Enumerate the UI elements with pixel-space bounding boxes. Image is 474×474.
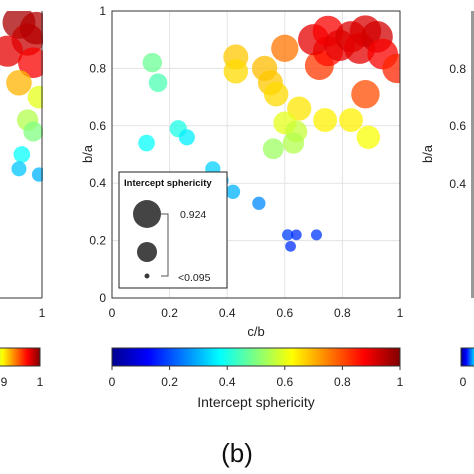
colorbar-tick-label: 0.4 (219, 375, 236, 389)
data-point (252, 196, 266, 210)
size-legend-medium-marker (137, 242, 157, 262)
data-point (313, 108, 338, 133)
size-legend-large-marker (133, 200, 161, 228)
colorbar-tick-label: 0.6 (276, 375, 293, 389)
data-point (282, 132, 305, 154)
x-tick-label: 1 (397, 306, 404, 320)
left-panel-fragment: 1 9 1 (0, 11, 46, 389)
x-tick-label: 0.6 (276, 306, 293, 320)
data-point (351, 80, 380, 109)
size-legend-small-marker (144, 273, 150, 279)
left-data-point (31, 167, 43, 182)
size-legend-bracket (161, 213, 169, 277)
right-y-tick-label: 0.8 (449, 62, 466, 76)
x-tick-label: 0 (109, 306, 116, 320)
data-point (271, 34, 299, 62)
left-data-point (13, 146, 31, 163)
data-point (356, 125, 380, 149)
size-legend: Intercept sphericity 0.924 <0.095 (118, 171, 228, 289)
left-data-point (19, 11, 43, 45)
data-point (223, 59, 249, 84)
left-colorbar (0, 347, 41, 367)
colorbar-gradient (111, 347, 401, 367)
size-legend-min-label: <0.095 (178, 272, 211, 284)
data-point (285, 240, 296, 252)
data-point (263, 81, 289, 107)
x-axis-label: c/b (247, 324, 264, 339)
data-point (339, 108, 364, 133)
colorbar-tick-label: 1 (397, 375, 404, 389)
right-colorbar-tick-label: 0 (460, 375, 467, 389)
x-tick-label: 0.2 (161, 306, 178, 320)
plot-frame (111, 10, 401, 299)
left-data-point (0, 35, 24, 67)
y-axis-label: b/a (80, 144, 95, 163)
left-data-point (11, 161, 27, 177)
left-data-point (27, 85, 43, 109)
y-tick-labels: 0 0.2 0.4 0.6 0.8 1 (89, 4, 106, 305)
right-y-tick-label: 0.4 (449, 177, 466, 191)
right-colorbar (460, 347, 474, 367)
colorbar-tick-label: 0 (109, 375, 116, 389)
size-legend-max-label: 0.924 (180, 209, 206, 221)
data-point (178, 129, 195, 146)
right-y-tick-label: 0.6 (449, 119, 466, 133)
data-point (225, 184, 241, 200)
colorbar-tick-label: 0.8 (334, 375, 351, 389)
colorbar-tick-label: 0.2 (161, 375, 178, 389)
data-point (287, 96, 312, 121)
main-panel: 0 0.2 0.4 0.6 0.8 1 0 0.2 0.4 0.6 0.8 1 c/b b/a In… (80, 4, 404, 410)
left-data-point (18, 47, 43, 78)
data-point (282, 229, 294, 241)
data-point (142, 52, 163, 73)
y-tick-label: 0.6 (89, 119, 106, 133)
left-points (0, 11, 43, 182)
figure-caption: (b) (221, 438, 253, 468)
colorbar-label: Intercept sphericity (197, 394, 315, 410)
data-point (382, 53, 400, 84)
colorbar: 0 0.2 0.4 0.6 0.8 1 Intercept sphericity (109, 347, 404, 410)
left-x-tick-label: 1 (39, 306, 46, 320)
data-point (262, 138, 284, 160)
size-legend-title: Intercept sphericity (124, 178, 212, 189)
left-data-point (23, 121, 43, 142)
left-colorbar-tick-label: 1 (37, 375, 44, 389)
data-points (138, 15, 400, 252)
left-data-point (6, 69, 32, 96)
x-tick-label: 0.4 (219, 306, 236, 320)
data-point (138, 134, 155, 152)
y-tick-label: 0.2 (89, 234, 106, 248)
y-tick-label: 0.8 (89, 61, 106, 75)
right-panel-fragment: b/a 0.8 0.6 0.4 0 (420, 11, 474, 389)
y-tick-label: 0 (99, 291, 106, 305)
data-point (310, 229, 323, 241)
colorbar-tick-labels: 0 0.2 0.4 0.6 0.8 1 (109, 366, 404, 389)
x-tick-labels: 0 0.2 0.4 0.6 0.8 1 (109, 306, 404, 320)
size-legend-box (118, 171, 228, 289)
y-tick-label: 1 (99, 4, 106, 18)
data-point (290, 229, 302, 241)
data-point (148, 73, 168, 93)
y-tick-label: 0.4 (89, 176, 106, 190)
left-colorbar-tick-label: 9 (1, 375, 8, 389)
x-tick-label: 0.8 (334, 306, 351, 320)
right-y-axis-label: b/a (420, 144, 435, 163)
